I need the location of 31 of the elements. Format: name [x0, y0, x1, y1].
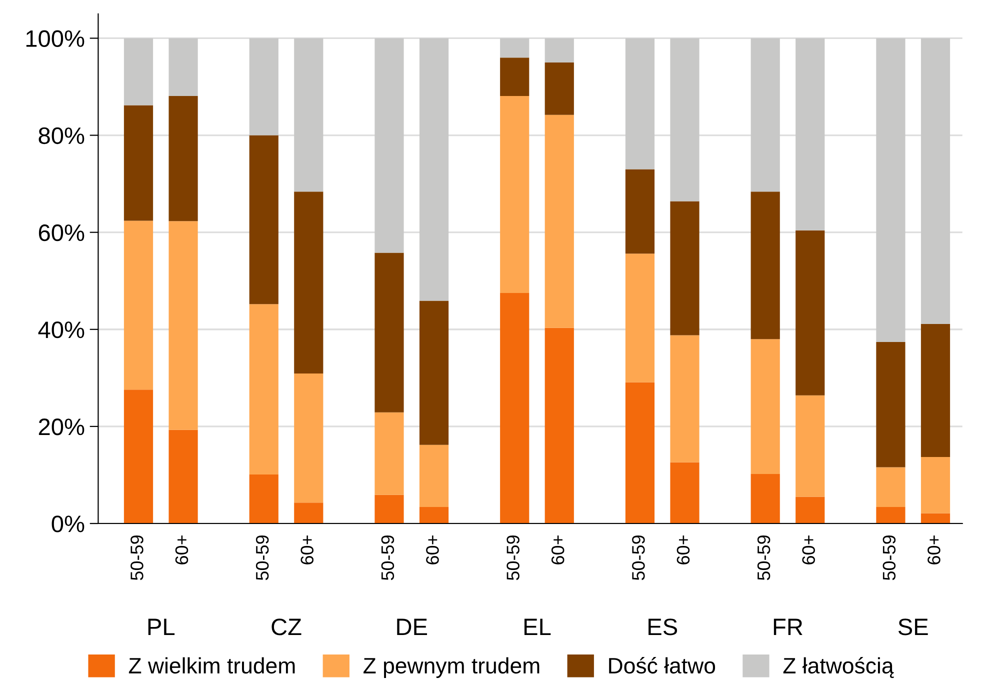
x-tick-label: 50-59: [632, 535, 645, 580]
x-tick-label: 50-59: [256, 535, 269, 580]
x-tick-label: 50-59: [882, 535, 896, 580]
text: PL: [148, 618, 175, 636]
text: EL: [524, 618, 551, 636]
x-tick-label: 50-59: [506, 535, 520, 580]
legend-label: Z pewnym trudem: [364, 657, 540, 678]
x-tick-label: 60+: [300, 536, 314, 564]
y-tick-label: 100%: [26, 30, 84, 48]
x-tick-label: 50-59: [130, 535, 144, 580]
legend-label: Dość łatwo: [609, 657, 716, 674]
x-tick-label: 50-59: [381, 535, 394, 580]
x-tick-label: 60+: [175, 536, 188, 564]
y-tick-label: 40%: [38, 321, 84, 338]
text: CZ: [272, 618, 302, 636]
y-tick-label: 20%: [38, 418, 84, 436]
y-tick-label: 80%: [38, 127, 84, 144]
text: ES: [648, 618, 678, 636]
x-tick-label: 60+: [551, 536, 564, 564]
y-tick-label: 0%: [52, 516, 84, 532]
x-tick-label: 60+: [426, 536, 439, 564]
text: SE: [898, 618, 928, 636]
legend-label: Z łatwością: [783, 657, 894, 678]
x-tick-label: 60+: [928, 536, 940, 564]
x-tick-label: 60+: [802, 536, 815, 564]
text: FR: [774, 618, 802, 636]
x-tick-label: 60+: [676, 536, 690, 564]
legend-label: Z wielkim trudem: [128, 657, 295, 674]
text: DE: [397, 618, 428, 636]
x-tick-label: 50-59: [757, 535, 770, 580]
y-tick-label: 60%: [38, 224, 84, 242]
